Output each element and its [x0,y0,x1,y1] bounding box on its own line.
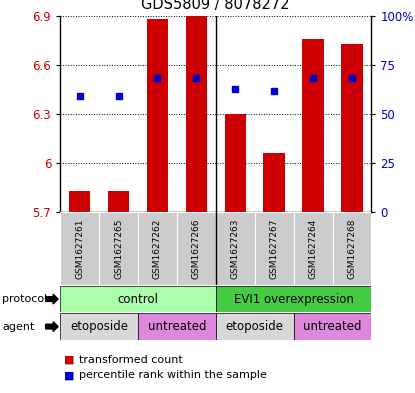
Bar [264,153,285,212]
Text: untreated: untreated [148,320,206,333]
Text: etoposide: etoposide [70,320,128,333]
Bar [255,212,294,285]
Text: GSM1627263: GSM1627263 [231,219,240,279]
Text: GSM1627266: GSM1627266 [192,219,201,279]
Bar [60,313,138,340]
Bar [138,212,177,285]
Text: untreated: untreated [303,320,362,333]
Text: GSM1627265: GSM1627265 [114,219,123,279]
Text: ■: ■ [64,354,75,365]
Bar [294,212,332,285]
Bar [147,19,168,212]
Bar [216,313,294,340]
Text: percentile rank within the sample: percentile rank within the sample [79,370,267,380]
Text: etoposide: etoposide [226,320,284,333]
Text: GSM1627262: GSM1627262 [153,219,162,279]
Bar [108,191,129,212]
Bar [303,39,324,212]
Bar [138,313,216,340]
Text: GSM1627264: GSM1627264 [309,219,317,279]
Text: ■: ■ [64,370,75,380]
Text: protocol: protocol [2,294,47,304]
Bar [332,212,371,285]
Bar [99,212,138,285]
Bar [60,212,99,285]
Bar [186,16,207,212]
Bar [341,44,363,212]
Text: agent: agent [2,321,34,332]
Bar [60,286,216,312]
Bar [225,114,246,212]
Bar [69,191,90,212]
Bar [216,286,371,312]
Text: GSM1627267: GSM1627267 [270,219,278,279]
Text: GSM1627268: GSM1627268 [347,219,356,279]
Bar [177,212,216,285]
Text: transformed count: transformed count [79,354,183,365]
Title: GDS5809 / 8078272: GDS5809 / 8078272 [142,0,290,12]
Text: EVI1 overexpression: EVI1 overexpression [234,292,354,306]
Bar [294,313,371,340]
Text: GSM1627261: GSM1627261 [75,219,84,279]
Text: control: control [117,292,159,306]
Bar [216,212,255,285]
